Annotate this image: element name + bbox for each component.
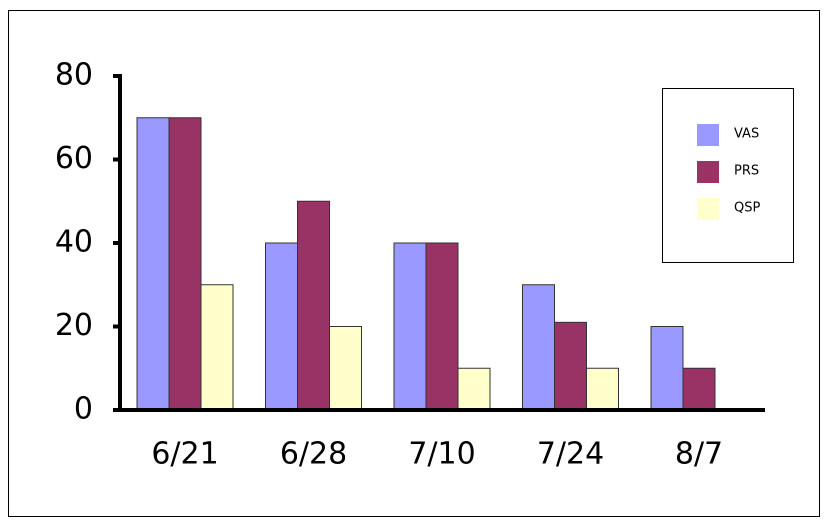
legend-label: VAS [734, 127, 759, 142]
legend-swatch [697, 124, 719, 146]
bar [425, 242, 459, 411]
bar [554, 321, 587, 411]
legend-swatch [697, 198, 719, 220]
bar [586, 367, 619, 411]
x-tick-label: 6/21 [151, 437, 218, 472]
bar [136, 117, 170, 411]
y-tick-label: 80 [55, 58, 93, 93]
bar [650, 326, 684, 411]
legend-label: QSP [734, 201, 760, 216]
x-tick-label: 8/7 [675, 437, 723, 472]
bar [329, 326, 362, 411]
bar [682, 367, 716, 411]
legend-label: PRS [734, 164, 759, 179]
x-tick-label: 7/10 [408, 437, 475, 472]
bar [265, 242, 298, 411]
y-tick-label: 20 [55, 308, 93, 343]
x-tick-label: 6/28 [280, 437, 347, 472]
legend-swatch [697, 161, 719, 183]
y-tick-label: 0 [74, 392, 93, 427]
legend-box [662, 88, 794, 263]
bar [457, 367, 491, 411]
bar [297, 200, 330, 411]
y-tick-label: 60 [55, 141, 93, 176]
bar [200, 284, 234, 411]
bar [393, 242, 427, 411]
bar [522, 284, 555, 411]
x-tick-label: 7/24 [537, 437, 604, 472]
y-tick-label: 40 [55, 225, 93, 260]
bar [168, 117, 202, 411]
